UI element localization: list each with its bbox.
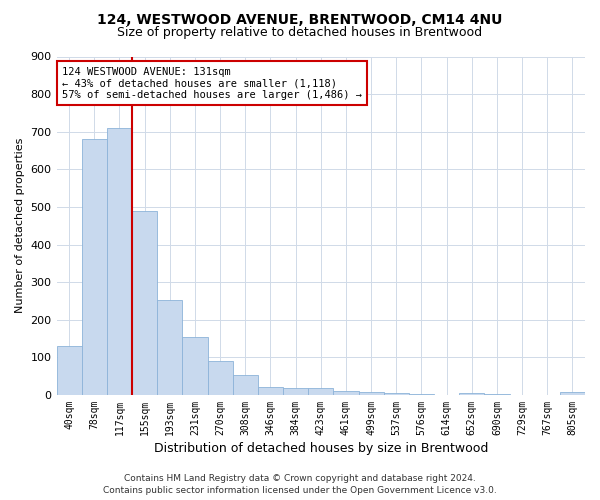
Bar (484, 394, 509, 395)
Bar (283, 388, 308, 395)
Bar (82, 139, 107, 395)
Text: Contains HM Land Registry data © Crown copyright and database right 2024.
Contai: Contains HM Land Registry data © Crown c… (103, 474, 497, 495)
Text: 124, WESTWOOD AVENUE, BRENTWOOD, CM14 4NU: 124, WESTWOOD AVENUE, BRENTWOOD, CM14 4N… (97, 12, 503, 26)
Bar (107, 128, 132, 395)
Text: 124 WESTWOOD AVENUE: 131sqm
← 43% of detached houses are smaller (1,118)
57% of : 124 WESTWOOD AVENUE: 131sqm ← 43% of det… (62, 66, 362, 100)
Bar (334, 391, 359, 395)
Bar (409, 394, 434, 395)
Bar (459, 393, 484, 395)
Bar (383, 393, 409, 395)
Bar (359, 392, 383, 395)
Bar (233, 376, 258, 395)
Y-axis label: Number of detached properties: Number of detached properties (15, 138, 25, 314)
X-axis label: Distribution of detached houses by size in Brentwood: Distribution of detached houses by size … (154, 442, 488, 455)
Bar (258, 386, 283, 395)
Bar (132, 210, 157, 395)
Bar (208, 361, 233, 395)
Bar (157, 300, 182, 395)
Bar (308, 388, 334, 395)
Text: Size of property relative to detached houses in Brentwood: Size of property relative to detached ho… (118, 26, 482, 39)
Bar (560, 392, 585, 395)
Bar (56, 346, 82, 395)
Bar (182, 338, 208, 395)
